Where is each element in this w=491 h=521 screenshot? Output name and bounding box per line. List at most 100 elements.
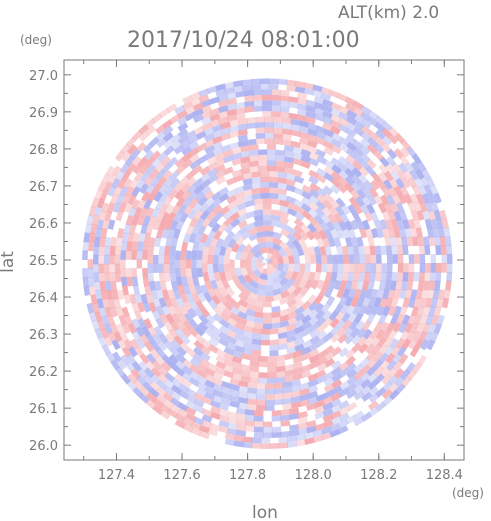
radar-cell <box>191 250 198 260</box>
radar-cell <box>152 297 161 308</box>
radar-cell <box>207 174 219 184</box>
radar-cell <box>193 392 205 402</box>
radar-cell <box>389 202 399 214</box>
radar-cell <box>220 392 232 401</box>
radar-cell <box>256 277 266 286</box>
radar-cell <box>286 298 297 308</box>
radar-cell <box>281 133 292 141</box>
radar-cell <box>284 369 295 377</box>
radar-cell <box>119 162 130 174</box>
radar-cell <box>323 140 335 150</box>
radar-cell <box>360 385 372 396</box>
radar-cell <box>324 159 335 170</box>
radar-cell <box>242 325 253 333</box>
radar-cell <box>196 387 208 397</box>
radar-cell <box>359 159 370 170</box>
radar-cell <box>406 146 417 158</box>
radar-cell <box>305 230 316 241</box>
radar-cell <box>282 386 293 394</box>
radar-cell <box>313 294 324 305</box>
radar-cell <box>118 202 127 214</box>
radar-cell <box>330 360 342 370</box>
radar-cell <box>415 227 423 238</box>
radar-cell <box>286 291 297 302</box>
radar-cell <box>369 329 379 340</box>
radar-cell <box>234 174 245 183</box>
radar-cell <box>300 203 312 213</box>
radar-cell <box>367 137 378 148</box>
radar-cell <box>347 312 358 324</box>
radar-cell <box>258 377 268 384</box>
radar-cell <box>250 84 261 91</box>
radar-cell <box>223 346 235 356</box>
radar-cell <box>132 285 141 296</box>
radar-cell <box>243 274 253 284</box>
x-axis: 127.4 127.6 127.8 128.0 128.2 128.4 <box>83 60 463 483</box>
radar-cell <box>253 322 264 329</box>
radar-cell <box>430 263 437 273</box>
radar-cell <box>424 331 433 343</box>
radar-cell <box>365 350 377 362</box>
radar-cell <box>219 246 227 256</box>
radar-cell <box>429 184 439 196</box>
radar-cell <box>283 156 295 164</box>
radar-cell <box>175 297 185 308</box>
x-tick-label: 127.8 <box>229 468 266 483</box>
radar-cell <box>121 232 129 243</box>
radar-cell <box>349 189 360 200</box>
radar-cell <box>162 132 174 143</box>
radar-cell <box>95 289 103 301</box>
radar-cell <box>188 134 199 145</box>
radar-cell <box>381 329 392 341</box>
radar-cell <box>411 153 422 165</box>
radar-cell <box>336 326 347 337</box>
radar-cell <box>343 254 349 264</box>
radar-cell <box>104 210 113 222</box>
radar-cell <box>223 154 234 164</box>
radar-cell <box>242 194 253 203</box>
radar-cell <box>253 421 264 428</box>
radar-cell <box>259 78 270 85</box>
radar-cell <box>322 396 334 406</box>
radar-cell <box>90 223 98 234</box>
radar-cell <box>246 138 257 146</box>
radar-cell <box>251 327 262 335</box>
radar-cell <box>307 294 317 305</box>
radar-cell <box>293 263 300 273</box>
radar-cell <box>256 388 266 395</box>
radar-cell <box>383 337 394 348</box>
radar-cell <box>259 83 270 90</box>
radar-cell <box>353 384 365 395</box>
x-tick-label: 127.6 <box>163 468 200 483</box>
radar-cell <box>271 426 282 433</box>
radar-cell <box>337 183 348 194</box>
radar-cell <box>169 245 177 256</box>
radar-cell <box>277 171 288 179</box>
radar-cell <box>439 209 447 221</box>
radar-cell <box>245 199 256 208</box>
radar-cell <box>410 322 419 334</box>
radar-cell <box>446 262 453 273</box>
radar-cell <box>201 110 212 120</box>
radar-cell <box>233 440 244 448</box>
radar-cell <box>198 94 210 103</box>
radar-cell <box>115 236 123 247</box>
radar-cell <box>248 232 259 242</box>
radar-cell <box>387 305 397 317</box>
radar-cell <box>293 187 305 196</box>
radar-cell <box>174 413 186 423</box>
radar-cell <box>120 276 128 287</box>
radar-cell <box>167 305 177 316</box>
radar-cell <box>346 141 357 152</box>
radar-cell <box>314 399 326 409</box>
radar-cell <box>217 116 229 125</box>
radar-cell <box>234 191 245 200</box>
radar-cell <box>407 177 418 189</box>
radar-cell <box>363 271 371 282</box>
radar-cell <box>267 273 276 281</box>
radar-cell <box>222 307 233 318</box>
radar-cell <box>97 319 106 331</box>
radar-cell <box>381 120 393 132</box>
radar-cell <box>121 346 132 358</box>
radar-cell <box>219 271 227 282</box>
